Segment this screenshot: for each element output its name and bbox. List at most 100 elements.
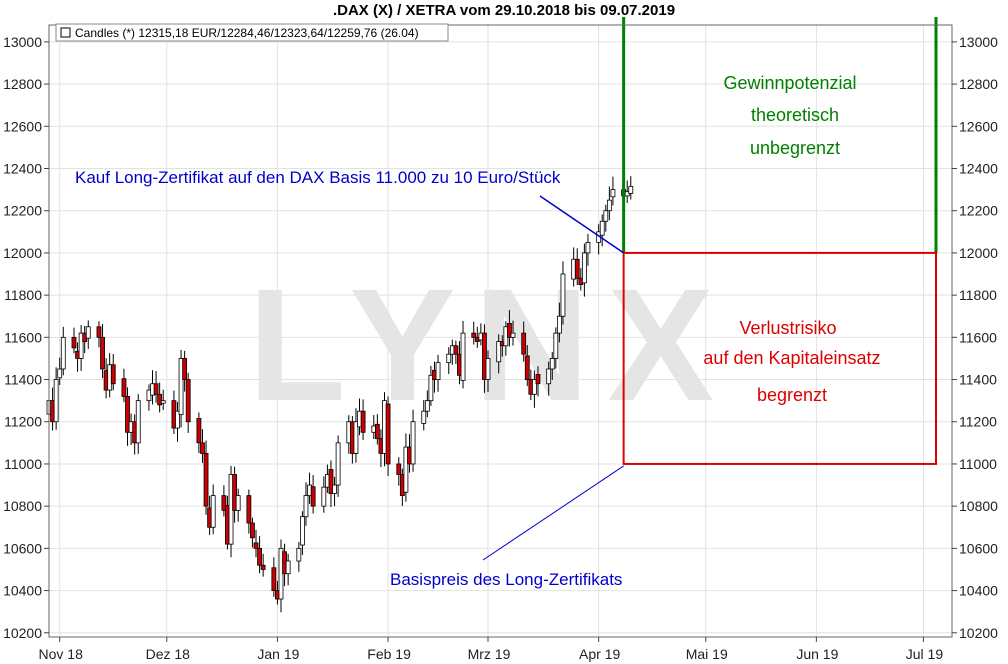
candle-body (250, 522, 255, 539)
candle-body (78, 332, 84, 359)
y-tick-label: 11000 (959, 456, 997, 472)
candle-body (396, 463, 402, 475)
y-tick-label: 12000 (3, 245, 42, 261)
candle-body (260, 564, 266, 570)
strike-label: Basispreis des Long-Zertifikats (390, 570, 622, 589)
candle-body (421, 410, 427, 424)
candle-body (210, 495, 216, 528)
y-tick-label: 12400 (959, 161, 998, 177)
candle-body (585, 241, 591, 254)
candle-body (335, 442, 341, 486)
y-tick-label: 12000 (959, 245, 998, 261)
candle-body (96, 326, 102, 338)
y-tick-label: 11600 (4, 329, 42, 345)
candle-body (403, 446, 409, 493)
candle-body (185, 379, 191, 423)
x-tick-label: Dez 18 (146, 646, 191, 662)
zones (622, 17, 938, 465)
candle-body (135, 400, 141, 444)
candle-body (546, 368, 552, 385)
candle-body (496, 341, 502, 363)
loss-line-1: Verlustrisiko (739, 318, 836, 338)
x-tick-label: Jan 19 (257, 646, 299, 662)
x-tick-label: Mrz 19 (468, 646, 511, 662)
candle-body (410, 421, 416, 465)
candle-body (510, 332, 516, 338)
candle-body (253, 542, 259, 549)
y-tick-label: 11400 (959, 372, 997, 388)
candle-body (453, 345, 459, 355)
y-tick-label: 12800 (959, 76, 998, 92)
y-tick-label: 10600 (959, 540, 998, 556)
candle-body (125, 396, 130, 433)
y-tick-label: 11800 (959, 287, 997, 303)
candle-body (310, 486, 316, 507)
candle-body (175, 410, 180, 429)
candle-body (246, 495, 252, 524)
chart-title: .DAX (X) / XETRA vom 29.10.2018 bis 09.0… (333, 2, 675, 19)
candle-body (385, 403, 391, 465)
x-tick-label: Feb 19 (367, 646, 411, 662)
annotations: Kauf Long-Zertifikat auf den DAX Basis 1… (75, 73, 881, 589)
candle-body (196, 417, 202, 444)
y-tick-label: 10600 (3, 540, 42, 556)
candle-body (296, 547, 302, 562)
strike-pointer-line (482, 465, 624, 561)
candle-body (435, 362, 441, 380)
candle-body (57, 368, 63, 379)
candle-body (532, 379, 537, 395)
candle-body (60, 336, 66, 370)
y-tick-label: 11000 (4, 456, 42, 472)
candle-body (535, 374, 541, 385)
candle-body (303, 495, 309, 518)
candle-body (182, 358, 188, 380)
x-tick-label: Nov 18 (39, 646, 84, 662)
candle-body (178, 358, 184, 415)
candle-body (482, 332, 487, 380)
candle-body (121, 378, 127, 397)
candle-body (71, 336, 77, 349)
candle-body (203, 452, 209, 507)
y-tick-label: 12400 (3, 161, 42, 177)
gain-line-1: Gewinnpotenzial (723, 73, 856, 93)
y-tick-label: 12600 (959, 118, 998, 134)
x-tick-label: Jun 19 (796, 646, 838, 662)
x-tick-label: Mai 19 (686, 646, 728, 662)
candle-body (610, 189, 616, 198)
legend-text: Candles (*) 12315,18 EUR/12284,46/12323,… (75, 26, 419, 40)
y-tick-label: 11200 (959, 414, 997, 430)
buy-label: Kauf Long-Zertifikat auf den DAX Basis 1… (75, 168, 561, 187)
candle-body (560, 273, 566, 317)
candle-body (507, 323, 512, 338)
candles (46, 176, 634, 613)
y-tick-label: 10400 (3, 583, 42, 599)
buy-pointer-line (539, 195, 625, 254)
y-tick-label: 10200 (959, 625, 998, 641)
loss-line-2: auf den Kapitaleinsatz (703, 348, 880, 368)
x-tick-label: Jul 19 (906, 646, 944, 662)
loss-line-3: begrenzt (757, 385, 827, 405)
candle-body (100, 336, 105, 370)
y-axis-right: 13000 12800 12600 12400 12200 12000 11800 11600… (952, 34, 998, 641)
gain-line-2: theoretisch (751, 105, 839, 125)
candle-body (556, 315, 562, 334)
candle-body (157, 393, 163, 406)
candle-body (200, 442, 205, 454)
candle-body (624, 191, 630, 197)
candle-body (235, 495, 241, 511)
candle-body (271, 567, 277, 591)
candle-body (428, 374, 434, 402)
candle-body (374, 423, 380, 440)
y-tick-label: 13000 (959, 34, 998, 50)
y-tick-label: 10200 (3, 625, 42, 641)
candle-body (221, 495, 227, 511)
candle-body (332, 484, 337, 494)
candle-body (353, 421, 359, 454)
y-tick-label: 11400 (4, 372, 42, 388)
candle-body (574, 258, 580, 279)
candle-body (360, 410, 366, 433)
candle-body (553, 332, 559, 359)
x-axis: Nov 18 Dez 18 Jan 19 Feb 19 Mrz 19 Apr 19 Mai … (39, 637, 944, 662)
y-tick-label: 11200 (4, 414, 42, 430)
candle-body (549, 358, 555, 370)
